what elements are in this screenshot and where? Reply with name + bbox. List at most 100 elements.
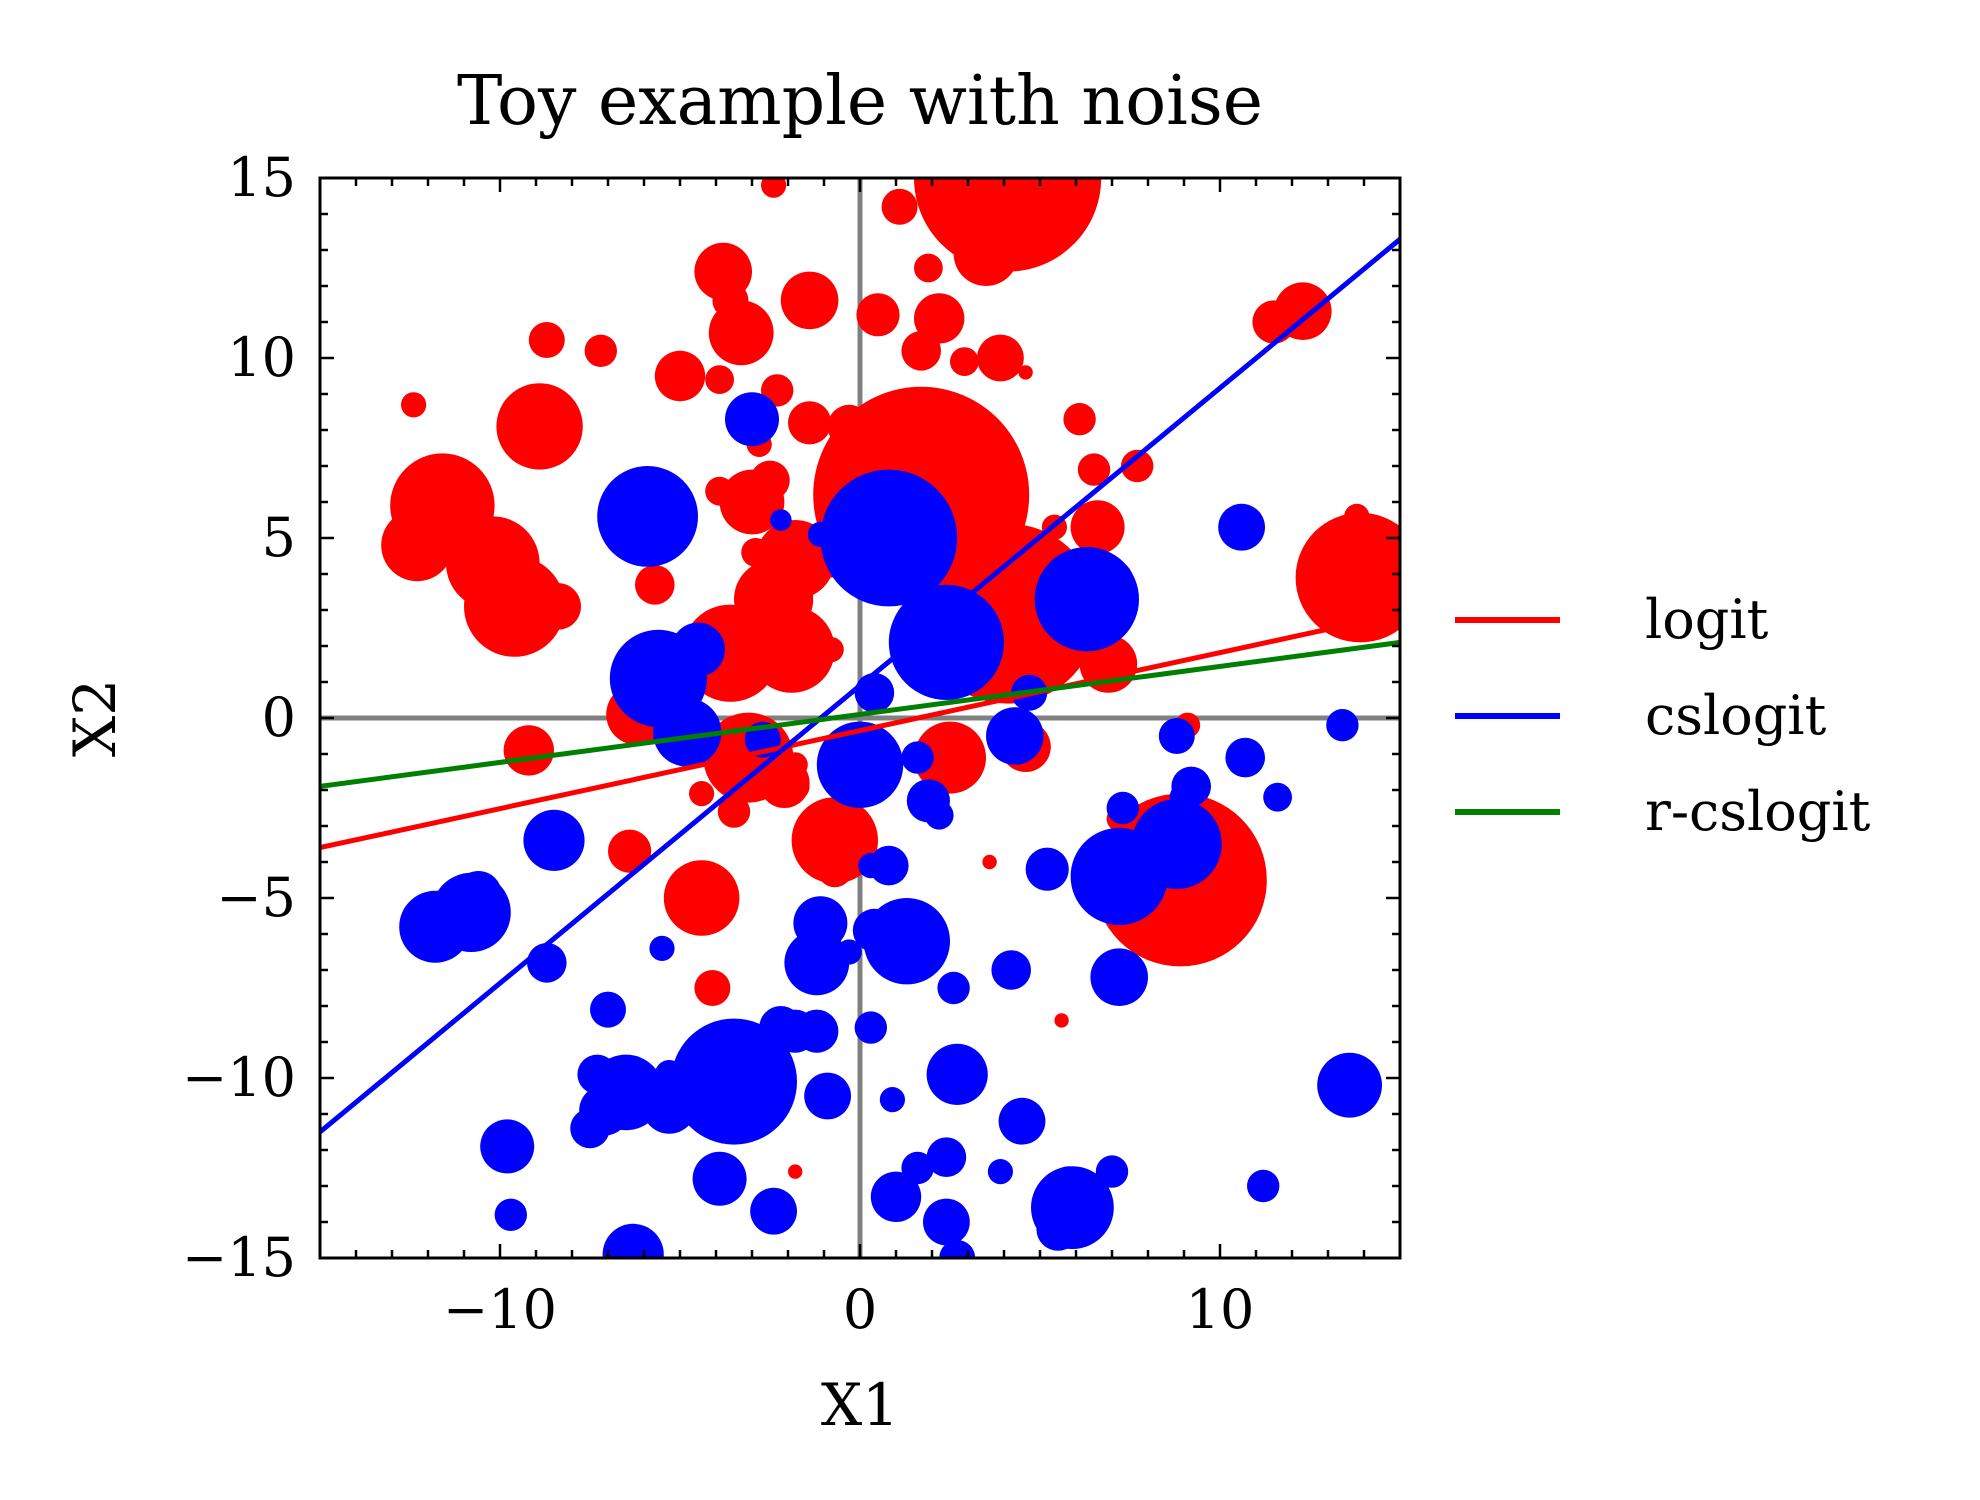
red-point — [534, 583, 581, 630]
blue-point — [991, 950, 1031, 990]
y-axis-label: X2 — [61, 679, 129, 757]
red-point — [1295, 512, 1400, 643]
red-point — [818, 637, 844, 663]
blue-point — [1034, 547, 1140, 652]
blue-point — [888, 584, 1005, 701]
red-point — [584, 334, 617, 367]
y-tick-label: −5 — [216, 866, 296, 929]
red-point — [705, 365, 734, 394]
blue-point — [642, 1079, 697, 1134]
red-point — [791, 797, 878, 884]
blue-point — [692, 1151, 747, 1206]
red-point — [1018, 365, 1033, 380]
red-point — [782, 752, 808, 778]
red-point — [503, 725, 554, 776]
plot-area — [318, 176, 1402, 1260]
red-point — [689, 781, 715, 807]
reference-lines — [320, 178, 1400, 1258]
blue-point — [937, 971, 970, 1005]
red-point — [914, 721, 986, 794]
blue-point — [1036, 1207, 1080, 1251]
blue-point — [527, 943, 567, 983]
red-point — [982, 854, 997, 870]
red-point — [464, 556, 565, 657]
legend-label-cslogit: cslogit — [1645, 684, 1827, 747]
legend-label-r-cslogit: r-cslogit — [1645, 780, 1871, 843]
blue-point — [836, 939, 862, 965]
blue-point — [939, 1240, 976, 1258]
red-point — [788, 401, 832, 445]
y-tick-label: 5 — [262, 506, 296, 569]
red-point — [761, 178, 787, 198]
x-axis-label: X1 — [821, 1371, 899, 1439]
cslogit-line — [320, 237, 1400, 1134]
blue-point — [926, 1137, 967, 1177]
legend: logit cslogit r-cslogit — [1455, 588, 1871, 843]
red-point — [901, 331, 941, 371]
red-point — [717, 795, 751, 828]
blue-point — [1225, 737, 1265, 778]
blue-point — [784, 930, 850, 996]
red-point — [663, 860, 740, 936]
red-point — [914, 293, 965, 344]
red-point — [788, 1164, 803, 1179]
blue-point — [1025, 847, 1069, 891]
fit-lines — [320, 237, 1400, 1134]
red-point — [608, 829, 652, 873]
blue-point — [523, 809, 585, 872]
blue-point — [671, 1018, 797, 1145]
legend-label-logit: logit — [1645, 588, 1769, 651]
blue-point — [901, 741, 934, 774]
red-point — [528, 322, 565, 358]
blue-point — [795, 1009, 839, 1053]
y-tick-label: −15 — [182, 1226, 296, 1289]
blue-point — [494, 1198, 527, 1232]
blue-point — [854, 673, 895, 713]
y-tick-labels: −15 −10 −5 0 5 10 15 — [182, 146, 296, 1289]
blue-point — [804, 1072, 851, 1120]
red-point — [1121, 449, 1154, 483]
blue-point — [1326, 709, 1359, 742]
y-tick-label: 15 — [227, 146, 296, 209]
blue-point — [926, 1043, 988, 1105]
blue-point — [597, 466, 698, 567]
y-tick-label: 10 — [227, 326, 296, 389]
blue-point — [770, 509, 792, 531]
y-tick-label: 0 — [262, 686, 296, 749]
r-cslogit-line — [320, 639, 1400, 789]
blue-point — [863, 898, 950, 985]
blue-point — [869, 845, 909, 886]
blue-point — [1106, 791, 1140, 825]
red-point — [977, 334, 1024, 382]
chart-title: Toy example with noise — [457, 62, 1263, 141]
x-tick-label: −10 — [443, 1278, 557, 1341]
red-point — [780, 271, 839, 330]
blue-point — [820, 469, 958, 607]
blue-point — [590, 991, 626, 1028]
red-point — [635, 565, 675, 605]
blue-point — [1317, 1052, 1382, 1118]
red-point — [1063, 403, 1096, 436]
y-tick-label: −10 — [182, 1046, 296, 1109]
red-point — [779, 583, 805, 609]
x-tick-label: 0 — [843, 1278, 877, 1341]
red-point — [1077, 453, 1111, 486]
blue-point — [1218, 503, 1265, 551]
red-point — [1054, 1013, 1069, 1028]
red-point — [816, 851, 853, 888]
blue-point — [998, 1097, 1046, 1145]
blue-point — [480, 1119, 535, 1174]
red-point — [381, 509, 454, 582]
red-point — [1274, 282, 1332, 341]
blue-point — [570, 1108, 610, 1149]
red-point — [496, 383, 583, 470]
blue-point — [1158, 718, 1195, 754]
blue-point — [923, 1198, 970, 1246]
red-point — [654, 350, 706, 402]
x-tick-label: 10 — [1186, 1278, 1255, 1341]
blue-point — [725, 392, 779, 447]
red-point — [748, 606, 835, 693]
logit-line — [320, 611, 1400, 851]
blue-point — [924, 800, 954, 830]
